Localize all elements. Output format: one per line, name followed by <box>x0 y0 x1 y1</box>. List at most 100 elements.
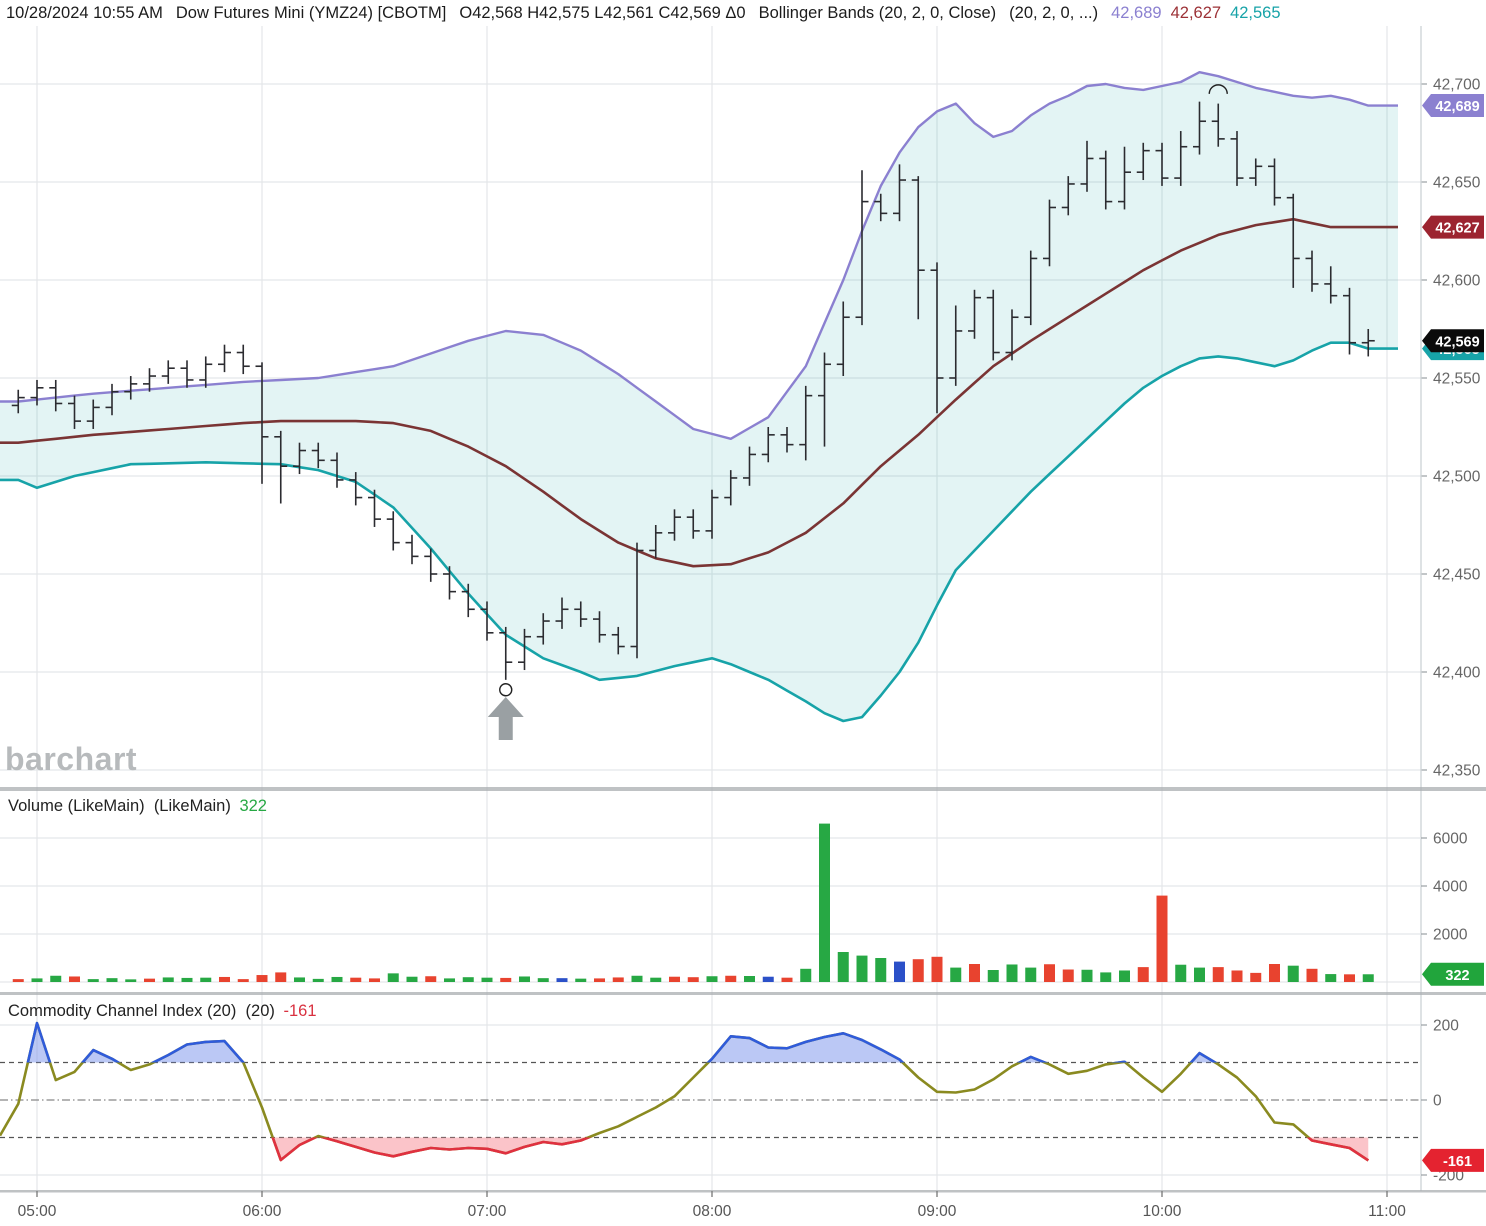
barchart-watermark-logo: barchart <box>5 741 138 777</box>
volume-bar <box>106 978 118 982</box>
chart-header: 10/28/2024 10:55 AM Dow Futures Mini (YMZ… <box>6 4 1484 28</box>
volume-bar <box>425 976 437 982</box>
volume-bar <box>481 977 493 982</box>
svg-text:42,569: 42,569 <box>1435 334 1479 350</box>
vertical-gridlines <box>0 26 1421 1191</box>
volume-bar <box>1081 969 1093 982</box>
up-arrow-annotation <box>487 697 524 740</box>
volume-bar <box>1175 964 1187 982</box>
volume-bar <box>1287 965 1299 982</box>
time-axis-label: 10:00 <box>1143 1203 1182 1220</box>
volume-bar <box>894 961 905 982</box>
volume-bar <box>912 959 924 982</box>
volume-axis-label: 2000 <box>1433 927 1468 944</box>
sell-signal-arc-marker <box>1208 84 1228 94</box>
cci-axis-label: 200 <box>1433 1018 1459 1035</box>
volume-badge: 322 <box>1422 962 1484 986</box>
volume-bar <box>725 975 737 982</box>
panel-divider[interactable] <box>0 1190 1486 1193</box>
volume-bar <box>1006 964 1018 982</box>
volume-bar <box>594 978 605 982</box>
cci-panel-label[interactable]: Commodity Channel Index (20) (20) -161 <box>8 1002 317 1021</box>
price-axis-label: 42,350 <box>1433 763 1481 780</box>
volume-bar <box>1250 972 1262 982</box>
volume-bar <box>500 977 512 982</box>
cci-line-overbought <box>26 1021 1218 1063</box>
price-badge-upper-band: 42,689 <box>1422 94 1484 118</box>
volume-bar <box>256 975 268 982</box>
header-study-params[interactable]: (20, 2, 0, ...) <box>1009 4 1099 22</box>
volume-bar <box>969 964 980 982</box>
volume-bar <box>219 976 230 982</box>
cci-study-name[interactable]: Commodity Channel Index (20) <box>8 1002 237 1020</box>
bollinger-upper-band-line <box>0 70 1398 440</box>
svg-text:322: 322 <box>1445 968 1469 984</box>
volume-bar <box>612 977 624 982</box>
price-badge-middle-band: 42,627 <box>1422 215 1484 239</box>
cci-study-params[interactable]: (20) <box>245 1002 275 1020</box>
svg-text:42,627: 42,627 <box>1435 221 1479 237</box>
svg-text:42,689: 42,689 <box>1435 99 1479 115</box>
volume-bar <box>181 977 193 982</box>
volume-bar <box>162 977 174 982</box>
bollinger-band-fill <box>0 72 1398 721</box>
header-symbol-title[interactable]: Dow Futures Mini (YMZ24) [CBOTM] <box>175 4 447 22</box>
price-axis-label: 42,600 <box>1433 273 1481 290</box>
time-axis-label: 07:00 <box>468 1203 507 1220</box>
volume-bar <box>275 972 287 982</box>
volume-bar <box>406 976 418 982</box>
volume-bar <box>987 970 999 982</box>
time-axis: 05:00 06:00 07:00 08:00 09:00 10:00 11:00 <box>18 1191 1406 1220</box>
volume-bar <box>350 977 362 982</box>
volume-axis-label: 6000 <box>1433 831 1468 848</box>
cci-badge: -161 <box>1422 1148 1484 1172</box>
header-middle-band-value: 42,627 <box>1170 4 1222 22</box>
volume-bar <box>950 967 962 982</box>
volume-bar <box>781 977 793 982</box>
volume-bar <box>462 977 474 982</box>
volume-bar <box>69 976 80 982</box>
volume-bar <box>875 958 887 982</box>
volume-bar <box>50 975 62 982</box>
header-lower-band-value: 42,565 <box>1230 4 1281 22</box>
volume-bar <box>125 979 137 982</box>
time-axis-label: 05:00 <box>18 1203 57 1220</box>
volume-bar <box>237 979 249 982</box>
buy-signal-circle-marker <box>499 683 513 697</box>
panel-divider[interactable] <box>0 992 1486 995</box>
volume-bar <box>31 978 43 982</box>
volume-bar <box>1100 972 1112 982</box>
time-axis-label: 08:00 <box>693 1203 732 1220</box>
volume-study-name[interactable]: Volume (LikeMain) <box>8 797 145 815</box>
header-study-label[interactable]: Bollinger Bands (20, 2, 0, Close) <box>758 4 997 22</box>
time-axis-label: 06:00 <box>243 1203 282 1220</box>
price-axis-label: 42,700 <box>1433 77 1481 94</box>
price-axis-label: 42,650 <box>1433 175 1481 192</box>
volume-bar <box>1344 974 1355 982</box>
volume-bar <box>12 979 24 982</box>
time-axis-label: 09:00 <box>918 1203 957 1220</box>
volume-bar <box>1325 974 1337 982</box>
volume-bar <box>1362 974 1374 982</box>
volume-bar <box>800 968 812 982</box>
bollinger-middle-band-line <box>0 217 1398 568</box>
volume-bar <box>837 952 849 982</box>
volume-bar <box>575 978 587 982</box>
volume-current-value: 322 <box>239 797 267 815</box>
volume-bar <box>1156 895 1168 982</box>
volume-bar <box>931 956 943 982</box>
panel-divider[interactable] <box>0 787 1486 791</box>
volume-bar <box>87 979 99 982</box>
volume-bars: 6000 4000 2000 <box>0 823 1468 983</box>
volume-bar <box>1044 964 1055 982</box>
volume-study-params[interactable]: (LikeMain) <box>153 797 231 815</box>
price-axis-label: 42,500 <box>1433 469 1481 486</box>
volume-bar <box>1137 967 1149 982</box>
volume-bar <box>1212 967 1224 982</box>
price-axis-label: 42,450 <box>1433 567 1481 584</box>
cci-axis-label: 0 <box>1433 1093 1442 1110</box>
volume-bar <box>200 977 212 982</box>
volume-panel-label[interactable]: Volume (LikeMain) (LikeMain) 322 <box>8 797 267 816</box>
